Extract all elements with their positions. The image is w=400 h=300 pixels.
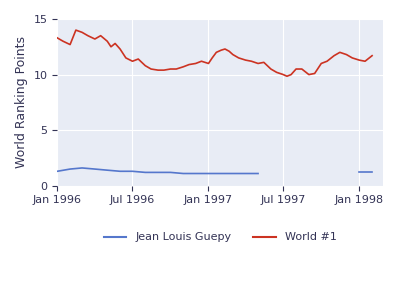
Legend: Jean Louis Guepy, World #1: Jean Louis Guepy, World #1 — [100, 228, 341, 247]
Y-axis label: World Ranking Points: World Ranking Points — [15, 36, 28, 168]
